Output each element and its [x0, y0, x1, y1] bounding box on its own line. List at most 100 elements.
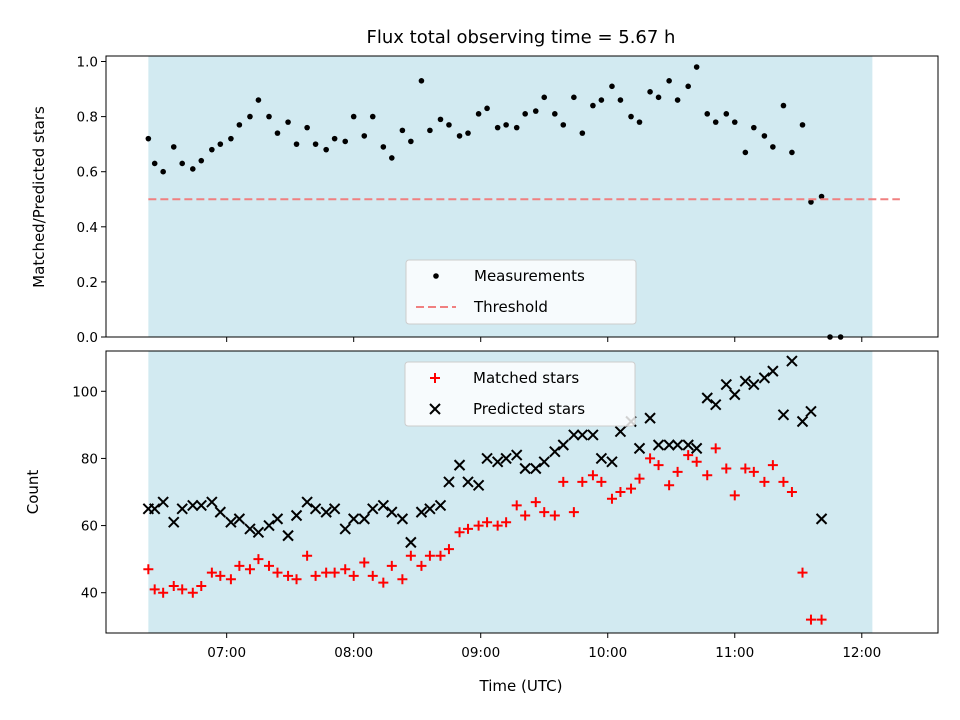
measurements-point — [704, 111, 711, 117]
predicted-stars-point — [233, 513, 246, 525]
matched-stars-point — [302, 550, 313, 561]
matched-stars-point — [206, 567, 217, 578]
matched-stars-point — [329, 567, 340, 578]
matched-stars-point — [253, 554, 264, 565]
y-tick-label: 1.0 — [77, 55, 98, 71]
measurements-point — [647, 89, 653, 95]
matched-stars-point — [416, 560, 427, 571]
predicted-stars-point — [271, 513, 284, 525]
measurements-point — [427, 127, 433, 134]
measurements-point — [418, 77, 425, 84]
measurements-point — [189, 166, 196, 172]
matched-stars-point — [378, 577, 389, 588]
predicted-stars-point — [434, 499, 447, 512]
predicted-stars-point — [633, 442, 646, 455]
measurements-point — [789, 149, 795, 156]
predicted-stars-point — [396, 513, 409, 525]
matched-stars-point — [539, 507, 550, 518]
predicted-stars-point — [595, 452, 608, 465]
predicted-stars-point — [424, 503, 436, 515]
predicted-stars-point — [148, 503, 161, 515]
measurements-point — [522, 111, 528, 117]
measurements-point — [513, 124, 520, 131]
predicted-stars-point — [748, 378, 760, 391]
matched-stars-point — [405, 550, 416, 561]
predicted-stars-point — [405, 536, 417, 549]
predicted-stars-point — [587, 429, 599, 441]
matched-stars-point — [558, 476, 569, 487]
matched-stars-point — [634, 473, 645, 484]
predicted-stars-point — [157, 496, 169, 508]
y-tick-label: 40 — [81, 586, 98, 602]
predicted-stars-point — [682, 439, 694, 451]
measurements-point — [456, 133, 463, 139]
measurements-point — [380, 144, 387, 150]
legend-predicted-stars-swatch — [429, 403, 441, 415]
measurements-point — [446, 122, 452, 128]
predicted-stars-point — [663, 439, 675, 451]
measurements-point — [228, 135, 234, 142]
predicted-stars-point — [549, 446, 561, 458]
matched-stars-point — [653, 460, 664, 471]
matched-stars-point — [778, 476, 789, 487]
predicted-stars-point — [510, 449, 523, 461]
measurements-point — [723, 111, 730, 117]
predicted-stars-point — [472, 479, 485, 491]
matched-stars-point — [568, 507, 579, 518]
matched-stars-point — [272, 567, 283, 578]
top-legend: Measurements Threshold — [405, 259, 637, 325]
matched-stars-point — [721, 463, 732, 474]
matched-stars-point — [729, 490, 740, 501]
matched-stars-point — [530, 497, 541, 508]
predicted-stars-point — [481, 452, 493, 465]
matched-stars-point — [797, 567, 808, 578]
matched-stars-point — [549, 510, 560, 521]
predicted-stars-point — [187, 499, 199, 512]
matched-stars-point — [702, 470, 713, 481]
measurements-point — [361, 133, 368, 139]
matched-stars-point — [435, 550, 446, 561]
matched-stars-point — [672, 466, 683, 477]
matched-stars-point — [234, 560, 245, 571]
chart-title: Flux total observing time = 5.67 h — [367, 27, 676, 48]
predicted-stars-point — [671, 439, 684, 451]
matched-stars-point — [473, 520, 484, 531]
measurements-point — [666, 77, 672, 84]
measurements-point — [560, 122, 567, 128]
predicted-stars-point — [309, 503, 322, 515]
x-tick-label: 08:00 — [334, 645, 373, 661]
measurements-point — [475, 111, 482, 117]
predicted-stars-point — [252, 526, 265, 538]
predicted-stars-point — [347, 513, 360, 525]
matched-stars-point — [740, 463, 751, 474]
predicted-stars-point — [690, 442, 703, 455]
predicted-stars-point — [453, 459, 466, 471]
predicted-stars-point — [652, 439, 665, 451]
measurements-point — [285, 119, 291, 125]
legend-measurements-label: Measurements — [474, 267, 585, 285]
measurements-point — [761, 133, 768, 139]
measurements-point — [312, 141, 319, 147]
predicted-stars-point — [710, 399, 722, 411]
measurements-point — [274, 130, 281, 136]
predicted-stars-point — [568, 429, 580, 441]
measurements-point — [293, 141, 300, 147]
measurements-point — [255, 97, 262, 103]
predicted-stars-point — [538, 456, 550, 468]
legend-threshold-label: Threshold — [473, 298, 548, 316]
matched-stars-point — [626, 483, 637, 494]
predicted-stars-point — [805, 405, 817, 418]
matched-stars-point — [359, 557, 370, 568]
measurements-point — [389, 155, 395, 161]
matched-stars-point — [520, 510, 531, 521]
top-panel: 0.0 0.2 0.4 0.6 0.8 1.0 Matched/Predicted sta… — [30, 55, 939, 346]
predicted-stars-point — [729, 388, 741, 401]
measurements-point — [799, 122, 806, 128]
measurements-point — [198, 157, 205, 164]
predicted-stars-point — [644, 412, 656, 424]
predicted-stars-point — [328, 503, 341, 515]
measurements-point — [342, 138, 349, 145]
predicted-stars-point — [282, 529, 294, 542]
x-tick-label: 11:00 — [715, 645, 754, 661]
